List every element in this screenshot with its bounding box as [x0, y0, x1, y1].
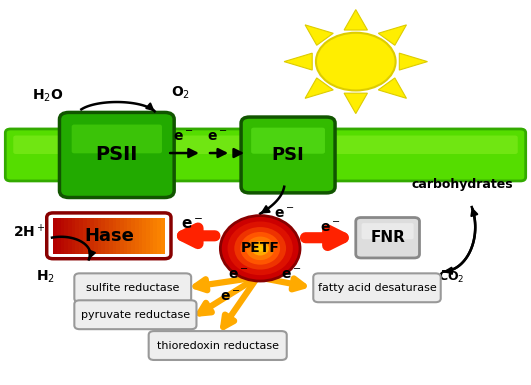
- Bar: [135, 218, 139, 254]
- Circle shape: [316, 33, 396, 90]
- Bar: [150, 218, 153, 254]
- FancyBboxPatch shape: [74, 300, 196, 329]
- Bar: [153, 218, 157, 254]
- Polygon shape: [344, 93, 367, 114]
- Polygon shape: [305, 25, 333, 45]
- Bar: [90, 218, 94, 254]
- FancyBboxPatch shape: [5, 129, 526, 181]
- Bar: [68, 218, 72, 254]
- Bar: [161, 218, 165, 254]
- Bar: [109, 218, 113, 254]
- Text: e$^-$: e$^-$: [274, 207, 294, 221]
- Text: CO$_2$: CO$_2$: [438, 270, 465, 285]
- Bar: [61, 218, 64, 254]
- FancyBboxPatch shape: [74, 273, 191, 302]
- Bar: [79, 218, 83, 254]
- Polygon shape: [378, 25, 406, 45]
- Text: sulfite reductase: sulfite reductase: [86, 283, 179, 293]
- Text: 2H$^+$: 2H$^+$: [13, 223, 45, 241]
- FancyBboxPatch shape: [251, 128, 325, 154]
- Text: Hase: Hase: [84, 227, 134, 245]
- Bar: [57, 218, 61, 254]
- Text: e$^-$: e$^-$: [220, 289, 241, 303]
- Text: carbohydrates: carbohydrates: [411, 178, 513, 191]
- Text: PETF: PETF: [241, 241, 280, 255]
- Text: e$^-$: e$^-$: [281, 268, 302, 282]
- Bar: [116, 218, 120, 254]
- Ellipse shape: [227, 221, 293, 275]
- FancyBboxPatch shape: [241, 117, 335, 193]
- Bar: [142, 218, 146, 254]
- Bar: [72, 218, 75, 254]
- Bar: [157, 218, 161, 254]
- Text: e$^-$: e$^-$: [320, 221, 341, 235]
- Bar: [139, 218, 142, 254]
- Ellipse shape: [256, 245, 264, 252]
- FancyBboxPatch shape: [149, 331, 287, 360]
- Text: thioredoxin reductase: thioredoxin reductase: [157, 341, 279, 350]
- Text: e$^-$: e$^-$: [228, 268, 249, 282]
- FancyBboxPatch shape: [13, 136, 518, 154]
- Bar: [113, 218, 116, 254]
- Bar: [64, 218, 68, 254]
- Bar: [131, 218, 135, 254]
- Text: PSI: PSI: [272, 146, 304, 164]
- Ellipse shape: [246, 236, 275, 260]
- Text: e$^-$: e$^-$: [173, 129, 193, 143]
- Bar: [87, 218, 90, 254]
- Bar: [83, 218, 87, 254]
- FancyBboxPatch shape: [59, 112, 174, 198]
- Text: PSII: PSII: [96, 146, 138, 164]
- Bar: [120, 218, 124, 254]
- Polygon shape: [284, 53, 312, 70]
- Ellipse shape: [240, 232, 280, 265]
- Text: fatty acid desaturase: fatty acid desaturase: [318, 283, 436, 293]
- Text: H$_2$O: H$_2$O: [32, 88, 64, 104]
- Polygon shape: [399, 53, 427, 70]
- FancyBboxPatch shape: [362, 223, 414, 239]
- Polygon shape: [344, 10, 367, 30]
- Text: e$^-$: e$^-$: [181, 217, 204, 232]
- Bar: [53, 218, 57, 254]
- Text: pyruvate reductase: pyruvate reductase: [81, 310, 190, 320]
- Bar: [101, 218, 105, 254]
- Bar: [75, 218, 79, 254]
- Bar: [105, 218, 109, 254]
- FancyBboxPatch shape: [72, 125, 162, 153]
- Bar: [98, 218, 101, 254]
- Text: FNR: FNR: [370, 230, 405, 245]
- Ellipse shape: [234, 227, 286, 270]
- Polygon shape: [305, 78, 333, 98]
- Bar: [127, 218, 131, 254]
- Text: O$_2$: O$_2$: [171, 84, 190, 100]
- FancyBboxPatch shape: [313, 273, 441, 302]
- Ellipse shape: [220, 216, 300, 281]
- Polygon shape: [378, 78, 406, 98]
- Text: H$_2$: H$_2$: [36, 269, 55, 285]
- Bar: [124, 218, 127, 254]
- Text: e$^-$: e$^-$: [208, 129, 228, 143]
- Bar: [146, 218, 150, 254]
- Ellipse shape: [252, 241, 269, 256]
- Bar: [94, 218, 98, 254]
- FancyBboxPatch shape: [356, 218, 419, 258]
